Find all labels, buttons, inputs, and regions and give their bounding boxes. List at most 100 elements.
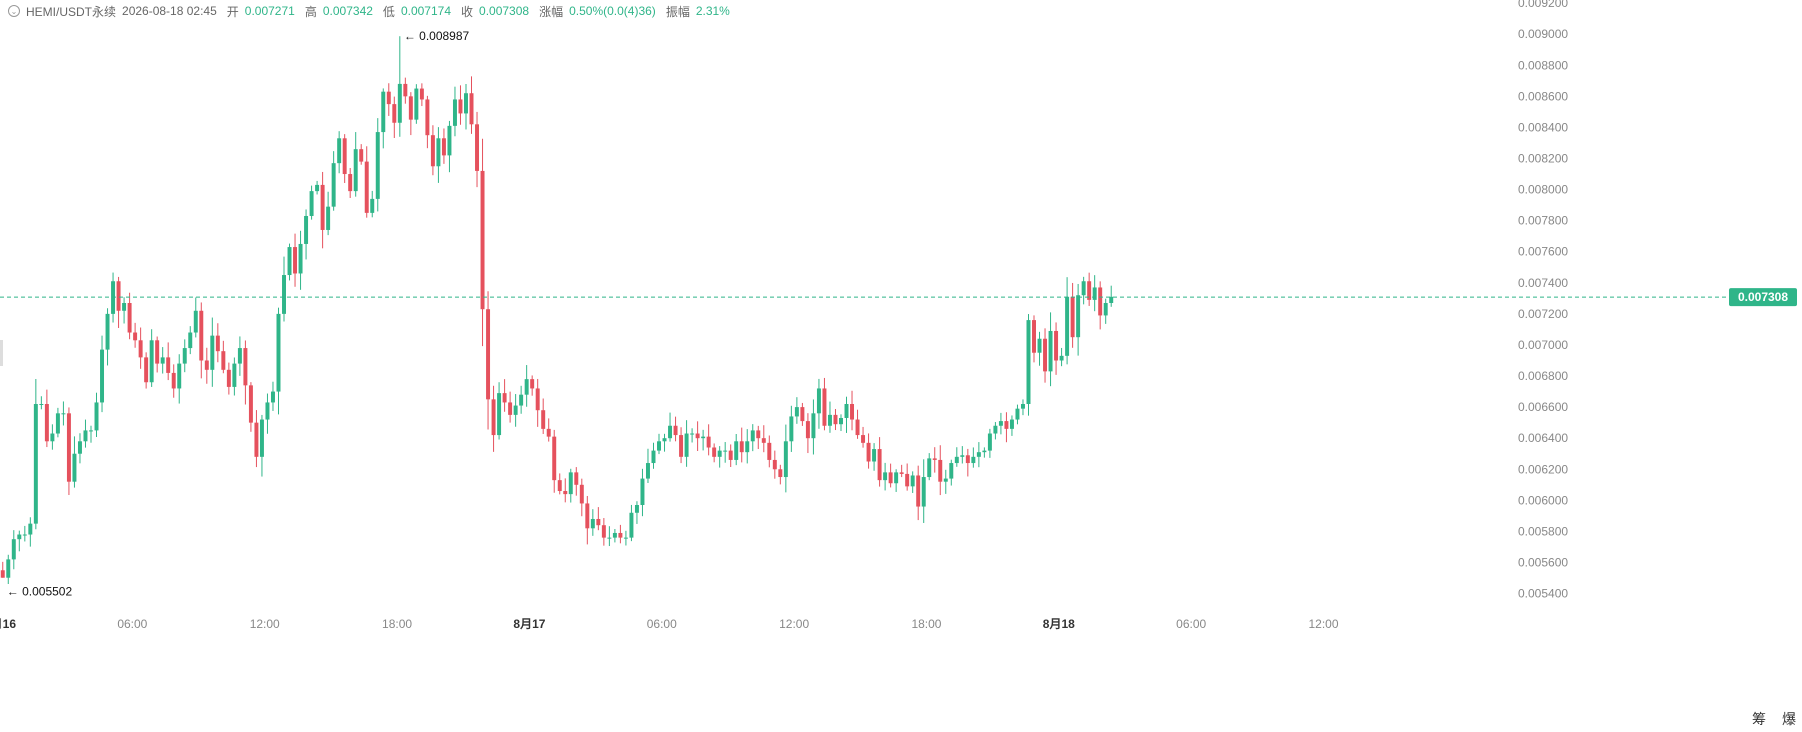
- candle-body: [1032, 320, 1036, 353]
- candle-body: [1109, 296, 1114, 303]
- candle-body: [243, 348, 248, 386]
- candle-body: [971, 456, 976, 464]
- candle-body: [11, 539, 16, 560]
- candle-body: [83, 430, 88, 442]
- candle-body: [1098, 287, 1103, 316]
- candle-body: [276, 313, 281, 392]
- candle-body: [607, 537, 612, 539]
- candle-body: [1081, 281, 1086, 296]
- y-tick-label: 0.008600: [1518, 89, 1568, 103]
- candle-body: [932, 458, 937, 460]
- candle-body: [739, 441, 744, 453]
- candle-body: [392, 104, 397, 123]
- candle-body: [226, 369, 231, 387]
- bar-datetime: 2026-08-18 02:45: [122, 4, 217, 18]
- candle-body: [28, 523, 33, 535]
- y-tick-label: 0.009000: [1518, 27, 1568, 41]
- candle-body: [1004, 421, 1009, 429]
- candle-body: [745, 441, 750, 453]
- candle-body: [72, 453, 77, 482]
- candle-body: [640, 478, 645, 505]
- candle-body: [783, 441, 788, 478]
- time-axis[interactable]: 8月16 06:00 12:00 18:00 8月17 06:00 12:00 18:00 8月…: [0, 617, 1339, 631]
- x-tick-label: 8月16: [0, 617, 16, 631]
- candle-body: [0, 570, 5, 578]
- y-tick-label: 0.008400: [1518, 120, 1568, 134]
- candle-body: [728, 450, 733, 460]
- candle-body: [491, 399, 496, 436]
- candle-body: [921, 477, 926, 507]
- candle-body: [1048, 330, 1053, 372]
- candle-body: [872, 449, 877, 462]
- candle-body: [408, 96, 413, 120]
- candle-body: [651, 450, 656, 464]
- candle-body: [436, 138, 441, 167]
- axis-tools: 筹 爆: [1752, 706, 1796, 732]
- y-tick-label: 0.006800: [1518, 369, 1568, 383]
- candle-body: [706, 436, 711, 448]
- candle-body: [789, 416, 794, 442]
- candle-body: [248, 385, 253, 423]
- candle-body: [425, 99, 430, 136]
- candle-body: [954, 456, 959, 464]
- candle-body: [39, 404, 44, 405]
- candle-body: [535, 388, 540, 411]
- candle-body: [419, 88, 424, 100]
- candle-body: [822, 388, 827, 426]
- left-scroll-handle[interactable]: [0, 340, 3, 366]
- candle-body: [987, 433, 992, 451]
- candle-body: [144, 357, 149, 383]
- candle-body: [657, 441, 661, 451]
- change-label: 涨幅: [539, 4, 564, 19]
- candle-body: [469, 93, 474, 125]
- candle-body: [353, 149, 358, 192]
- y-tick-label: 0.007600: [1518, 245, 1568, 259]
- liquidation-tool-button[interactable]: 爆: [1782, 711, 1796, 727]
- candle-body: [298, 243, 303, 274]
- current-price-label: 0.007308: [1738, 290, 1788, 304]
- candle-body: [270, 391, 275, 403]
- candle-body: [855, 419, 860, 436]
- candle-body: [55, 413, 60, 434]
- y-tick-label: 0.007200: [1518, 307, 1568, 321]
- candle-body: [464, 93, 468, 114]
- candle-body: [1076, 295, 1081, 338]
- candle-body: [668, 425, 673, 439]
- candle-body: [1103, 303, 1108, 316]
- x-tick-label: 06:00: [1176, 617, 1206, 631]
- candles-layer: [0, 36, 1114, 584]
- collapse-icon[interactable]: ⌄: [8, 5, 20, 17]
- candle-body: [623, 537, 628, 539]
- price-axis[interactable]: 0.005400 0.005600 0.005800 0.006000 0.006200…: [1518, 0, 1568, 601]
- candle-body: [414, 88, 419, 120]
- candle-body: [541, 410, 546, 429]
- candle-body: [982, 450, 987, 453]
- candle-body: [866, 442, 871, 462]
- candle-body: [160, 357, 165, 364]
- x-tick-label: 18:00: [382, 617, 412, 631]
- candle-body: [486, 309, 491, 400]
- candle-body: [1026, 320, 1031, 404]
- candle-body: [337, 138, 342, 164]
- candle-body: [712, 447, 717, 457]
- y-tick-label: 0.008200: [1518, 151, 1568, 165]
- candle-body: [127, 303, 132, 333]
- change-value: 0.50%(0.0(4)36): [569, 4, 656, 18]
- candle-body: [293, 247, 298, 274]
- candle-body: [475, 124, 480, 171]
- candle-body: [1015, 408, 1020, 420]
- candle-body: [50, 433, 55, 442]
- candle-body: [193, 310, 198, 333]
- candle-body: [949, 463, 954, 479]
- candle-body: [546, 428, 551, 437]
- candle-body: [265, 402, 270, 420]
- close-value: 0.007308: [479, 4, 530, 18]
- candle-body: [888, 472, 893, 484]
- candle-body: [100, 349, 105, 403]
- candle-body: [778, 469, 783, 478]
- chip-tool-button[interactable]: 筹: [1752, 711, 1766, 727]
- candle-body: [794, 407, 799, 417]
- candle-body: [320, 184, 325, 230]
